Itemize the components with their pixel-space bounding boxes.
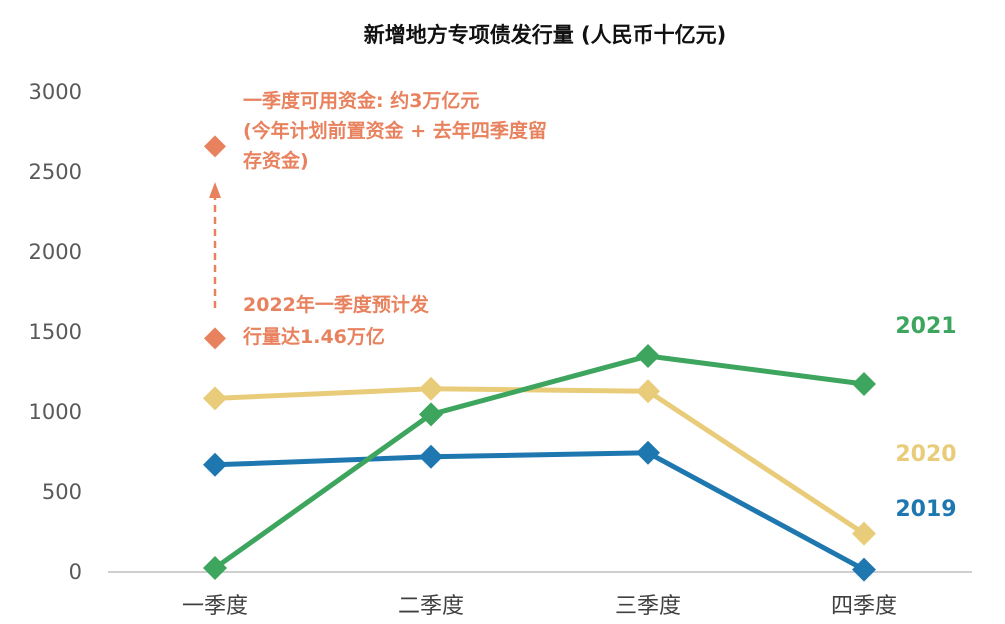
y-tick-label: 0 (69, 560, 82, 584)
data-point (636, 440, 660, 465)
annotation-layer: 2022年一季度预计发行量达1.46万亿 一季度可用资金: 约3万亿元 (今年计划前… (204, 89, 547, 350)
data-point (636, 344, 660, 368)
data-point (419, 402, 443, 427)
data-point (419, 444, 443, 469)
chart-title: 新增地方专项债发行量 (人民币十亿元) (364, 23, 727, 47)
available-funds-marker (204, 135, 226, 158)
series-label: 2021 (895, 314, 956, 339)
data-point (852, 557, 876, 582)
annotation-line: (今年计划前置资金 + 去年四季度留 (243, 119, 547, 142)
x-tick-label: 二季度 (398, 594, 464, 619)
series-label: 2020 (895, 442, 956, 467)
annotation-line: 行量达1.46万亿 (242, 325, 385, 348)
series-2021: 2021 (203, 314, 957, 580)
data-point (419, 376, 443, 401)
series-line (214, 450, 866, 572)
data-point (852, 372, 876, 396)
annotation-line: 2022年一季度预计发 (243, 293, 430, 316)
data-point (203, 452, 227, 477)
series-line (214, 386, 866, 536)
data-point (203, 386, 227, 411)
data-point (203, 556, 227, 580)
data-point (636, 379, 660, 404)
series-2020: 2020 (203, 376, 957, 546)
annotation-available-funds: 一季度可用资金: 约3万亿元 (今年计划前置资金 + 去年四季度留存资金) (243, 89, 547, 172)
annotation-line: 一季度可用资金: 约3万亿元 (243, 89, 479, 112)
y-tick-label: 1500 (29, 320, 82, 344)
annotation-estimate: 2022年一季度预计发行量达1.46万亿 (242, 293, 430, 348)
series-label: 2019 (895, 497, 956, 522)
x-tick-label: 一季度 (182, 594, 248, 619)
data-point (852, 521, 876, 546)
y-tick-label: 3000 (29, 80, 82, 104)
series-2019: 2019 (203, 440, 957, 582)
y-tick-label: 2500 (29, 160, 82, 184)
series-line (213, 353, 865, 571)
y-tick-label: 500 (42, 480, 82, 504)
arrow-head (209, 182, 221, 198)
x-tick-label: 三季度 (615, 594, 681, 619)
annotation-line: 存资金) (243, 149, 309, 172)
estimate-marker-q1-2022 (204, 327, 226, 350)
x-tick-label: 四季度 (831, 594, 897, 619)
y-axis: 0 500 1000 1500 2000 2500 3000 (29, 80, 82, 584)
y-tick-label: 2000 (29, 240, 82, 264)
x-axis: 一季度 二季度 三季度 四季度 (182, 594, 897, 619)
series-layer: 2019 2020 2021 (203, 314, 957, 582)
y-tick-label: 1000 (29, 400, 82, 424)
